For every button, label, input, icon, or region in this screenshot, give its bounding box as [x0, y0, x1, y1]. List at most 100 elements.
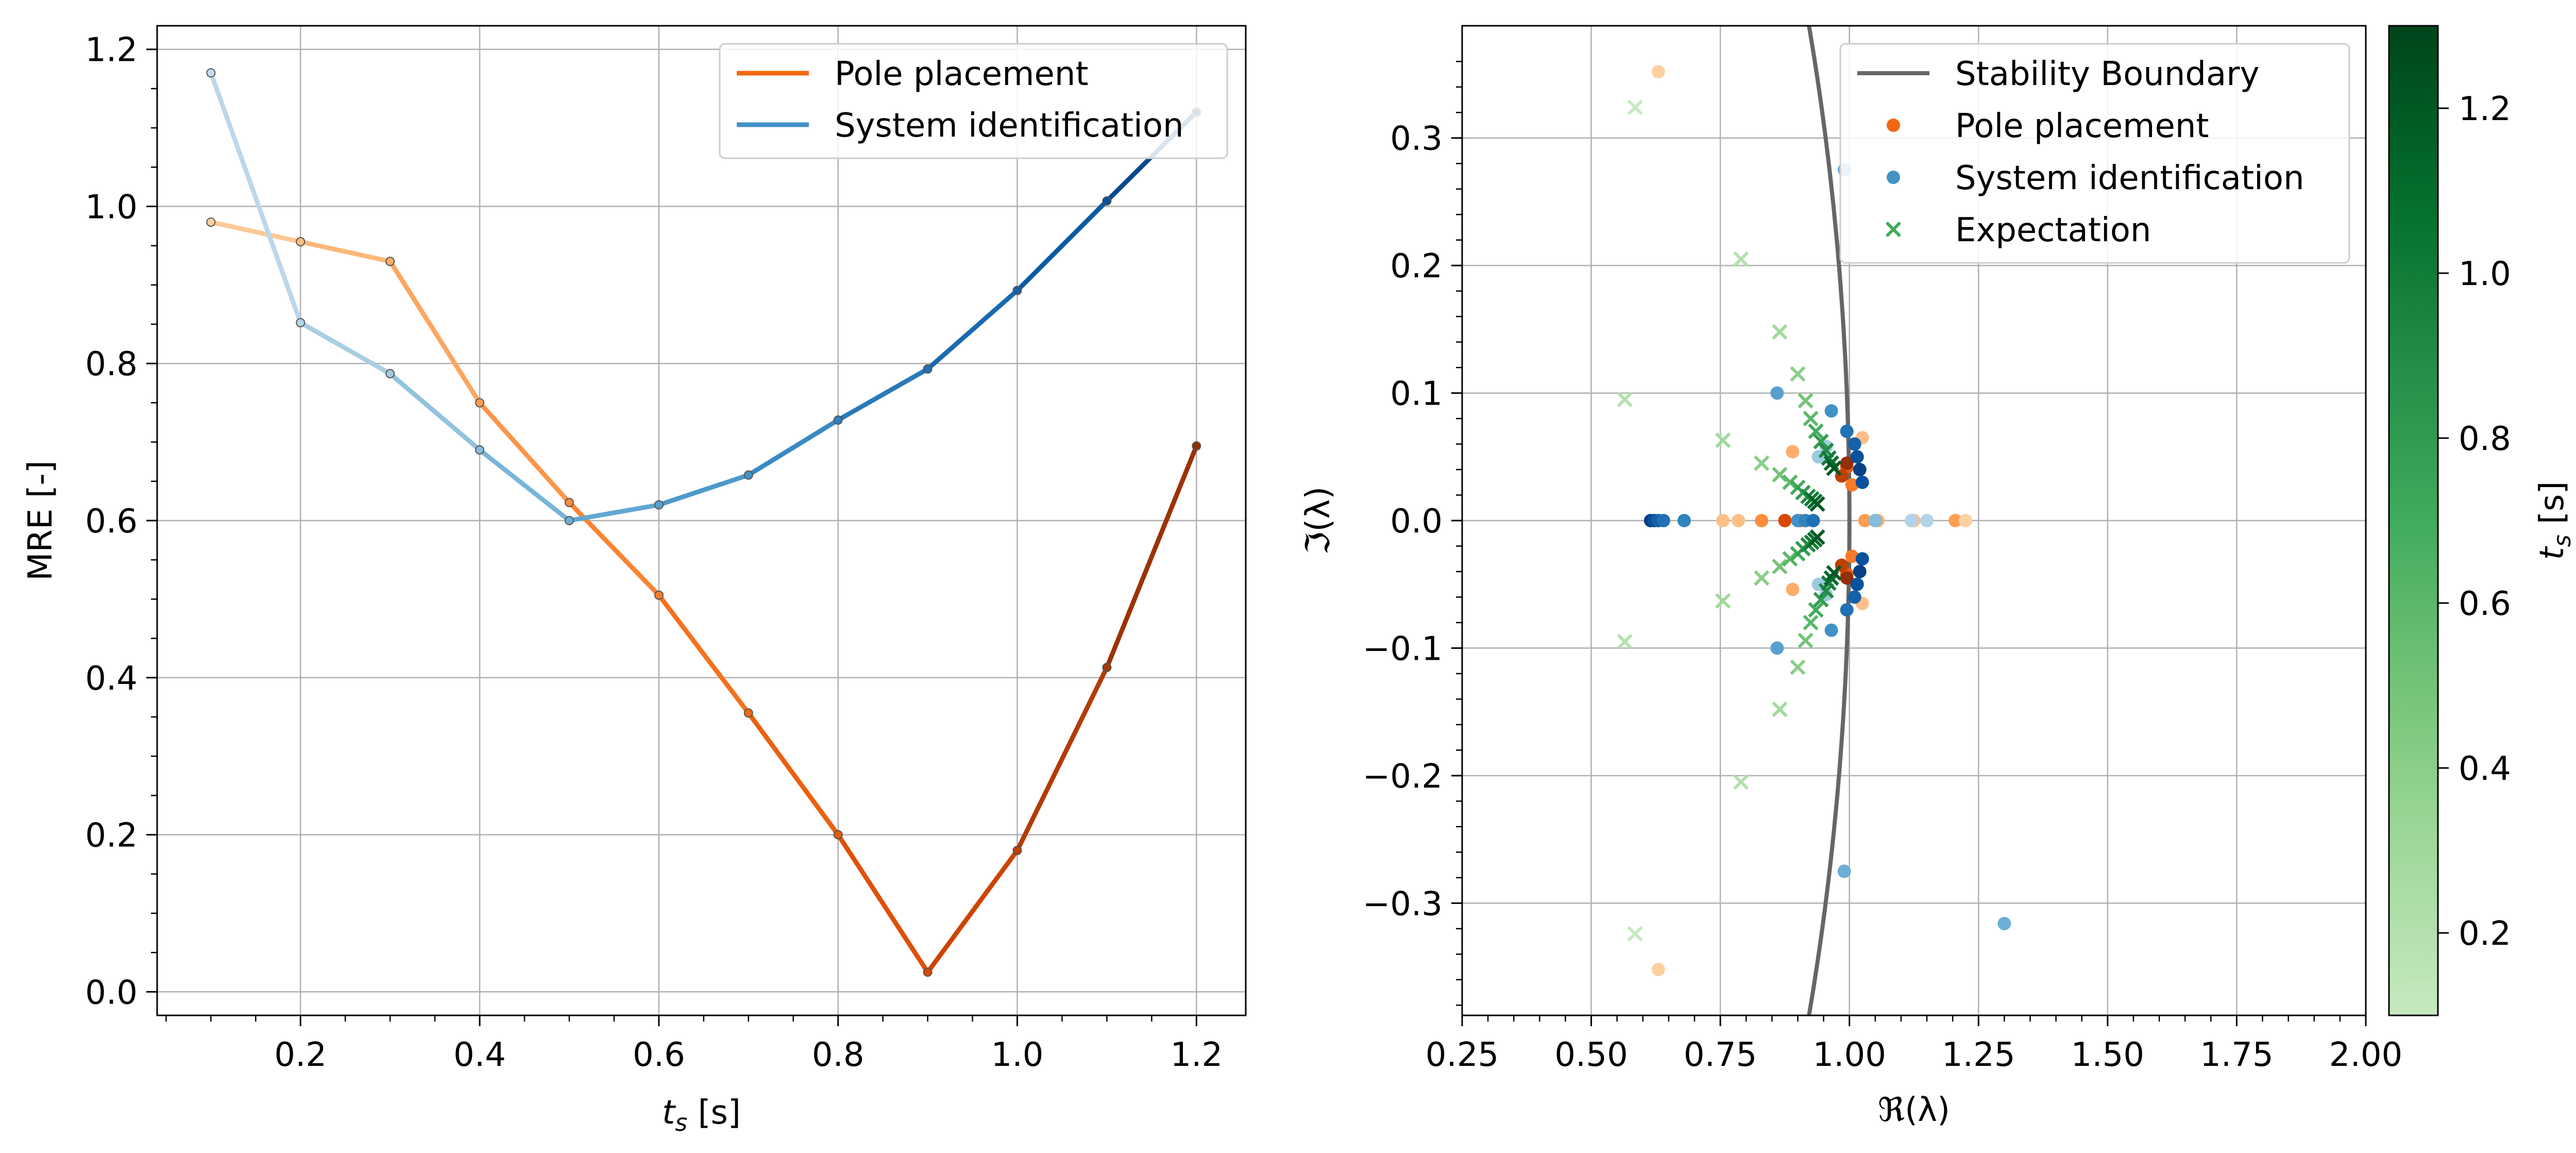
y-tick-label: 0.8: [85, 345, 138, 383]
line-segment-5: [567, 503, 662, 523]
data-point: [1192, 441, 1201, 451]
line-segment-8: [836, 366, 930, 423]
series-system-identification: [206, 68, 1201, 525]
scatter-point: [1840, 424, 1854, 438]
scatter-point: [1858, 514, 1872, 527]
scatter-marker-x: [1715, 432, 1731, 448]
scatter-marker-x: [1798, 393, 1814, 409]
data-point: [923, 967, 933, 977]
legend-box: [1839, 43, 2350, 264]
scatter-marker-x: [1809, 496, 1825, 512]
data-point: [923, 364, 933, 374]
scatter-point: [1840, 571, 1854, 585]
scatter-marker-x: [1803, 614, 1819, 631]
x-tick-label: 1.00: [1812, 1036, 1886, 1074]
data-point: [833, 830, 843, 840]
y-tick-label: −0.3: [1363, 885, 1443, 923]
legend: Stability Boundary Pole placement System i…: [1839, 43, 2350, 264]
y-tick-label: 0.2: [1390, 247, 1443, 286]
scatter-marker-x: [1782, 551, 1798, 567]
scatter-point: [1848, 437, 1861, 451]
scatter-marker-x: [1733, 251, 1749, 267]
line-segment-1: [208, 220, 303, 244]
scatter-marker-x: [1754, 455, 1770, 471]
left-grid: [157, 26, 1246, 1015]
scatter-marker-x: [1790, 366, 1806, 382]
scatter-marker-x: [1715, 593, 1731, 609]
legend-label-system-identification: System identification: [835, 107, 1184, 145]
line-segment-3: [387, 259, 482, 405]
legend-box: [719, 43, 1228, 159]
data-point: [206, 68, 216, 78]
x-tick-label: 0.4: [453, 1036, 506, 1074]
data-point: [564, 516, 574, 525]
data-point: [743, 708, 753, 718]
data-point: [1012, 286, 1022, 295]
scatter-marker-x: [1808, 423, 1824, 439]
scatter-point: [1824, 404, 1838, 418]
legend-label-expectation: Expectation: [1955, 211, 2151, 249]
data-point: [654, 590, 664, 600]
data-point: [743, 470, 753, 480]
scatter-marker-x: [1772, 558, 1788, 575]
line-segment-2: [298, 239, 393, 264]
x-tick-label: 1.25: [1942, 1036, 2015, 1074]
scatter-marker-x: [1754, 570, 1770, 586]
legend-label-system-identification: System identification: [1955, 159, 2304, 197]
scatter-point: [1770, 386, 1784, 400]
scatter-point: [1806, 514, 1820, 527]
line-segment-10: [1015, 665, 1109, 853]
line-segment-7: [746, 710, 841, 838]
scatter-point: [1850, 577, 1864, 591]
scatter-marker-x: [1782, 474, 1798, 490]
scatter-point: [1845, 478, 1859, 492]
line-segment-11: [1104, 443, 1199, 670]
scatter-point: [1770, 641, 1784, 655]
x-tick-label: 2.00: [2329, 1036, 2403, 1074]
colorbar-tick-label: 0.4: [2459, 750, 2511, 788]
data-point: [833, 415, 843, 425]
line-segment-8: [836, 832, 930, 975]
scatter-marker-x: [1772, 701, 1788, 717]
scatter-point: [1716, 514, 1730, 527]
scatter-point: [1997, 916, 2011, 930]
data-point: [296, 318, 306, 327]
scatter-point: [1959, 514, 1973, 527]
line-segment-9: [925, 848, 1020, 975]
scatter-marker-x: [1627, 926, 1643, 942]
x-tick-label: 0.50: [1554, 1036, 1628, 1074]
colorbar-tick-label: 1.2: [2459, 90, 2511, 128]
scatter-point: [1853, 463, 1867, 477]
scatter-marker-x: [1798, 632, 1814, 648]
x-tick-label: 0.2: [274, 1036, 327, 1074]
y-axis-label: ℑ(λ): [1299, 487, 1337, 555]
colorbar-tick-label: 0.6: [2459, 585, 2511, 623]
scatter-point: [1651, 962, 1665, 976]
data-point: [385, 257, 395, 266]
line-segment-6: [656, 473, 751, 508]
x-axis-label: ℜ(λ): [1878, 1091, 1950, 1129]
left-plot-mre-vs-sampling-time: 0.2 0.4 0.6 0.8 1.0 1.2 0.0 0.2 0.4 0.6 0.8 1.0 1.2 t…: [22, 25, 1247, 1137]
data-point: [385, 369, 395, 379]
y-tick-label: 0.6: [85, 503, 138, 541]
x-axis-label: ts [s]: [662, 1094, 741, 1137]
x-tick-label: 1.75: [2200, 1036, 2274, 1074]
x-tick-label: 1.0: [991, 1036, 1044, 1074]
legend-marker-pole-placement: [1887, 119, 1900, 132]
scatter-point: [1651, 65, 1665, 79]
y-tick-label: 0.3: [1390, 120, 1443, 158]
line-segment-2: [298, 320, 393, 376]
legend-marker-system-identification: [1887, 171, 1900, 184]
scatter-point: [1755, 514, 1769, 527]
y-tick-label: 0.2: [85, 817, 138, 855]
legend-label-stability-boundary: Stability Boundary: [1955, 55, 2259, 93]
data-point: [296, 237, 306, 247]
stability-boundary-curve: [1807, 26, 1852, 1015]
scatter-series-pole-placement: [1651, 65, 1973, 976]
scatter-marker-x: [1813, 592, 1829, 608]
colorbar-label: ts [s]: [2533, 481, 2576, 560]
scatter-marker-x: [1772, 466, 1788, 483]
scatter-marker-x: [1733, 774, 1749, 790]
x-tick-label: 0.6: [633, 1036, 685, 1074]
